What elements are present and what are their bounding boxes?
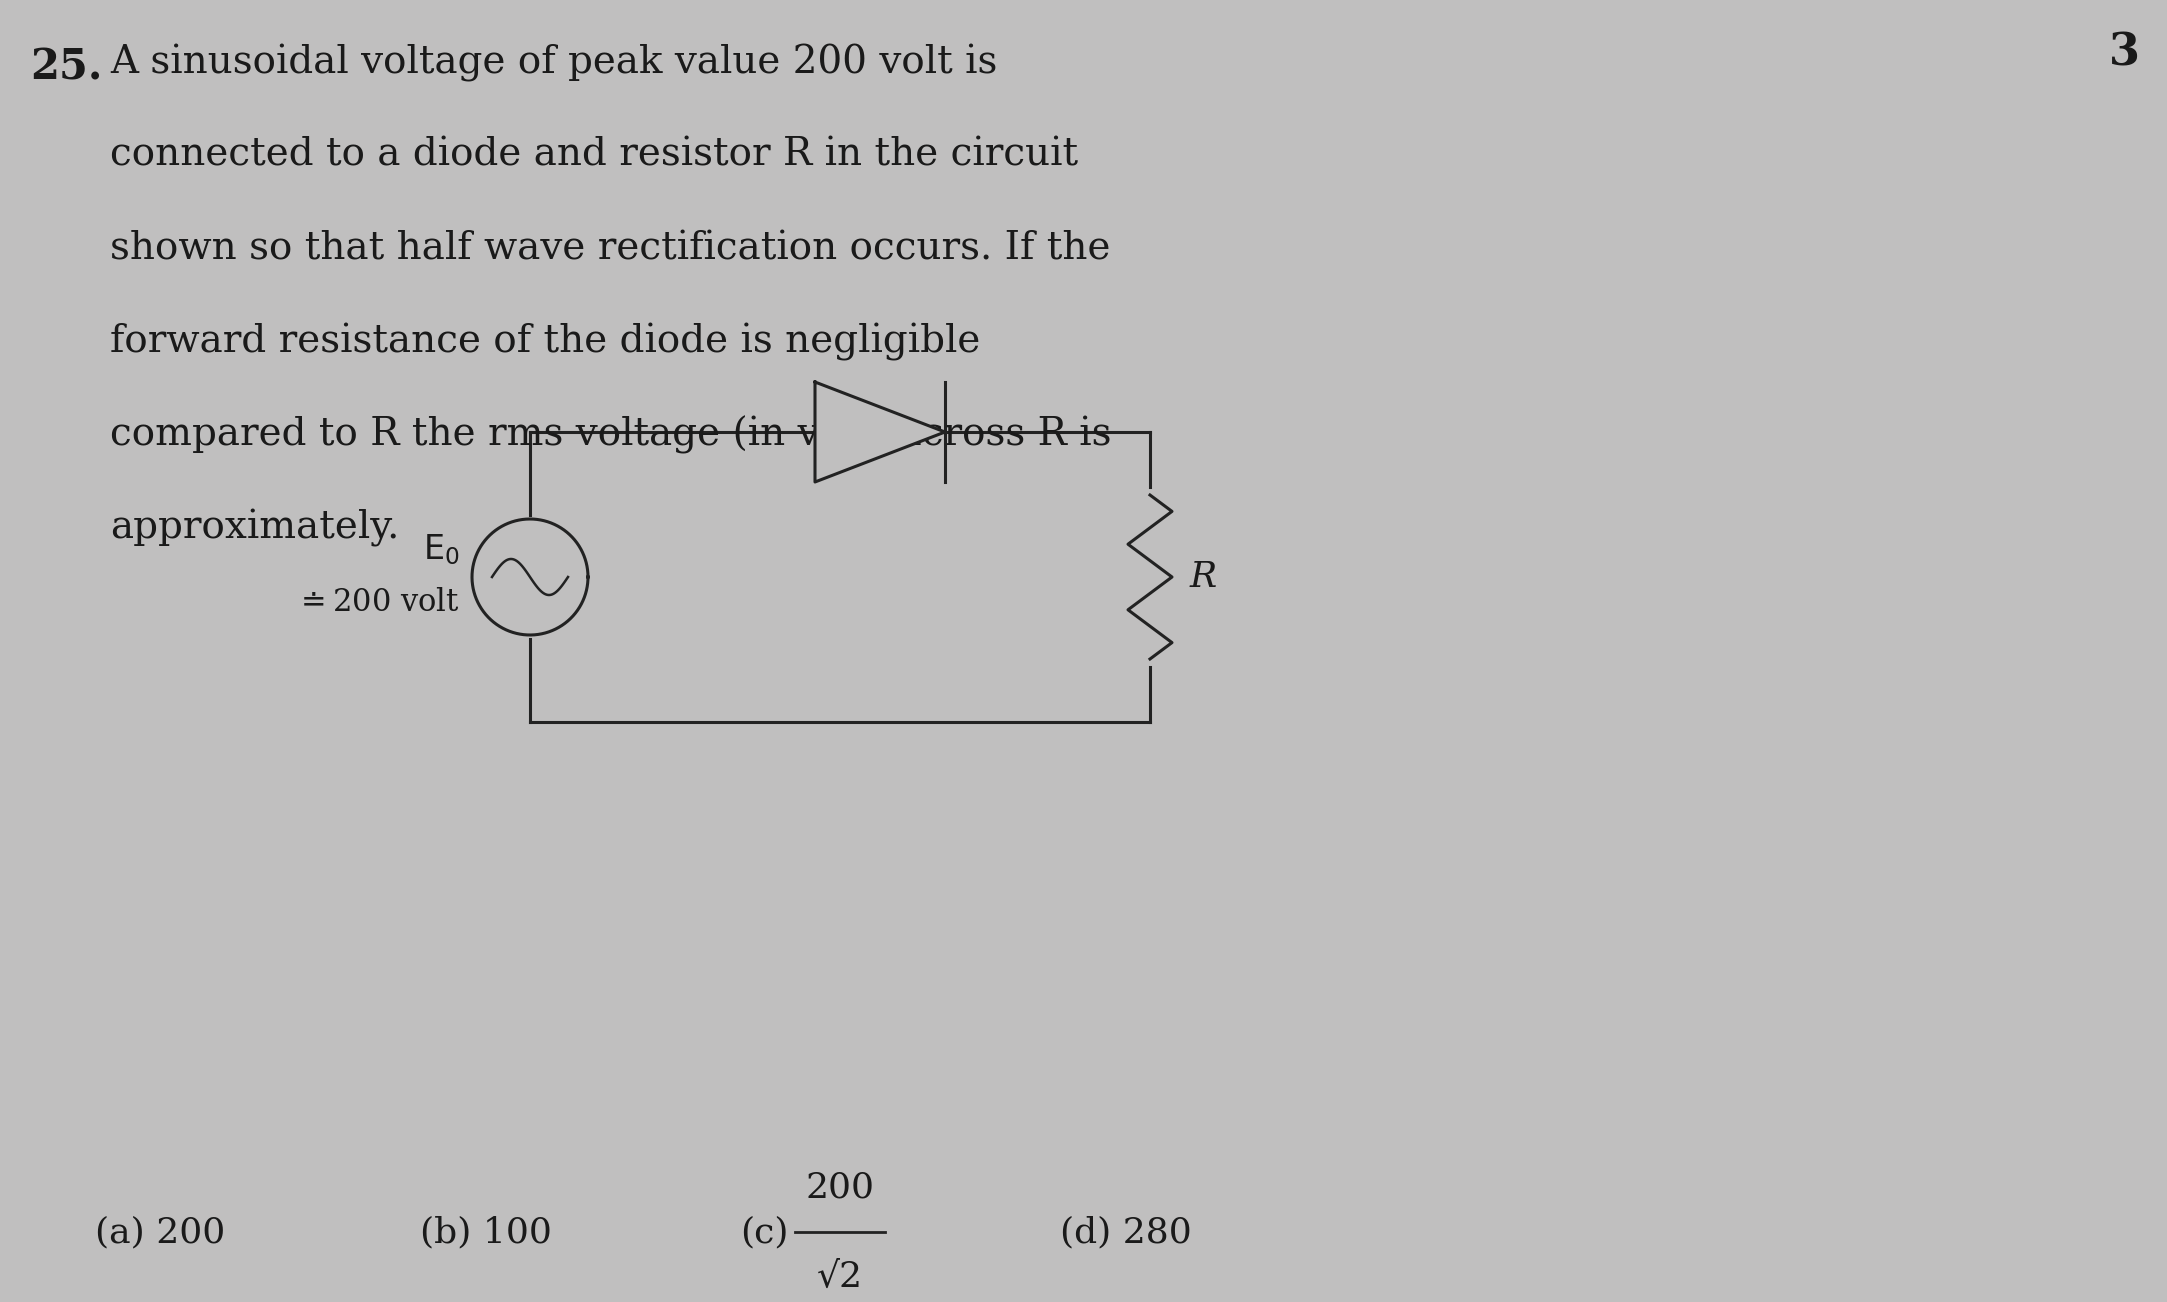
Text: shown so that half wave rectification occurs. If the: shown so that half wave rectification oc… (111, 230, 1110, 267)
Text: forward resistance of the diode is negligible: forward resistance of the diode is negli… (111, 323, 979, 361)
Text: 3: 3 (2108, 33, 2141, 76)
Text: $\mathrm{E_0}$: $\mathrm{E_0}$ (423, 533, 459, 566)
Text: R: R (1190, 560, 1218, 594)
Polygon shape (815, 381, 945, 482)
Text: $\doteq$200 volt: $\doteq$200 volt (295, 587, 459, 618)
Text: √2: √2 (817, 1260, 862, 1294)
Text: (d) 280: (d) 280 (1060, 1215, 1192, 1249)
Polygon shape (472, 519, 587, 635)
Text: (a) 200: (a) 200 (95, 1215, 225, 1249)
Text: 25.: 25. (30, 47, 102, 89)
Text: (b) 100: (b) 100 (420, 1215, 553, 1249)
Text: 200: 200 (806, 1170, 875, 1204)
Text: connected to a diode and resistor R in the circuit: connected to a diode and resistor R in t… (111, 137, 1079, 174)
Text: (c): (c) (739, 1215, 789, 1249)
Text: compared to R the rms voltage (in volt) across R is: compared to R the rms voltage (in volt) … (111, 417, 1112, 454)
Text: A sinusoidal voltage of peak value 200 volt is: A sinusoidal voltage of peak value 200 v… (111, 44, 997, 82)
Text: approximately.: approximately. (111, 509, 399, 547)
